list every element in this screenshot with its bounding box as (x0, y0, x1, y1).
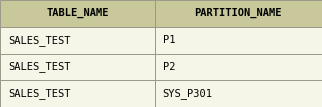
Bar (0, 80, 155, 107)
Bar (0, 54, 155, 80)
Bar (155, 54, 322, 80)
Text: SALES_TEST: SALES_TEST (8, 35, 71, 46)
Text: P2: P2 (163, 62, 175, 72)
Text: SALES_TEST: SALES_TEST (8, 88, 71, 99)
Bar (0, 27, 155, 54)
Bar (155, 27, 322, 54)
Bar (155, 0, 322, 27)
Text: TABLE_NAME: TABLE_NAME (46, 8, 109, 19)
Text: PARTITION_NAME: PARTITION_NAME (194, 8, 282, 19)
Text: SALES_TEST: SALES_TEST (8, 61, 71, 72)
Bar (155, 80, 322, 107)
Bar (0, 0, 155, 27)
Text: P1: P1 (163, 35, 175, 45)
Text: SYS_P301: SYS_P301 (163, 88, 213, 99)
